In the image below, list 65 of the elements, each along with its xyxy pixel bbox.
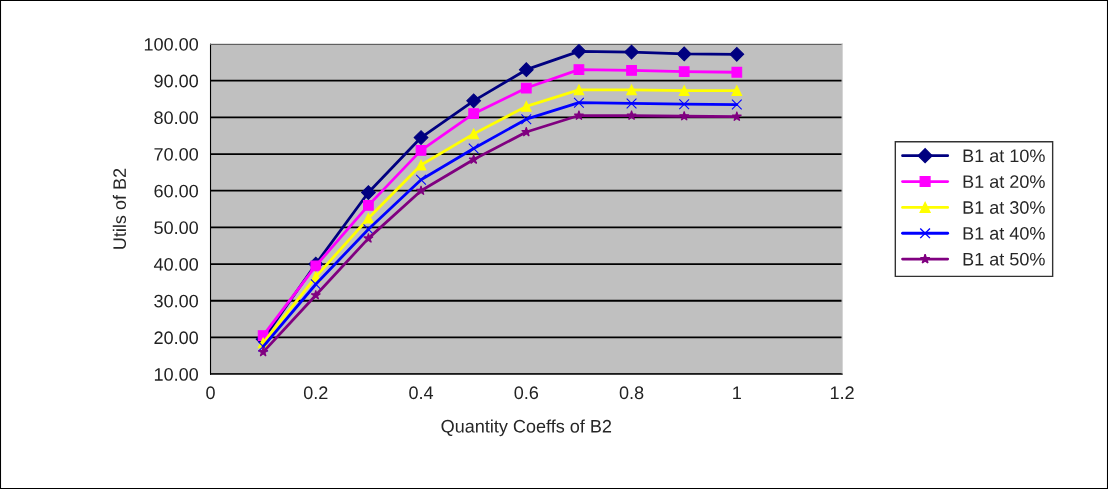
point [468, 143, 480, 154]
point [678, 98, 690, 110]
point [520, 82, 532, 94]
point [518, 62, 534, 78]
y-tick-label: 90.00 [154, 74, 199, 88]
point [520, 113, 532, 125]
point [678, 66, 690, 77]
point [257, 341, 269, 352]
point [413, 130, 429, 145]
point [361, 185, 376, 200]
point [571, 44, 587, 59]
point [258, 346, 269, 357]
point [520, 100, 532, 112]
point [363, 233, 374, 243]
point [363, 212, 374, 224]
point [624, 44, 639, 60]
point [415, 174, 427, 186]
point [626, 65, 637, 76]
y-tick-label: 80.00 [154, 111, 199, 125]
x-tick-label: 0.2 [303, 386, 328, 400]
point [310, 260, 322, 272]
point [468, 108, 480, 120]
point [731, 111, 742, 122]
point [415, 185, 427, 196]
legend-label: B1 at 20% [963, 175, 1045, 189]
legend-label: B1 at 30% [963, 201, 1045, 214]
point [363, 200, 374, 211]
x-tick-label: 0.6 [514, 386, 539, 400]
x-tick-label: 0.4 [409, 386, 434, 400]
y-tick-label: 30.00 [154, 294, 199, 308]
point [626, 84, 637, 96]
point [468, 128, 480, 140]
point [729, 46, 745, 62]
x-tick-label: 1 [733, 386, 741, 399]
point [466, 93, 482, 109]
point [678, 85, 690, 96]
point [573, 64, 585, 76]
point [676, 46, 692, 62]
point [573, 110, 585, 120]
x-axis-title: Quantity Coeffs of B2 [441, 419, 612, 437]
point [415, 144, 427, 156]
y-tick-label: 20.00 [154, 331, 199, 345]
y-tick-label: 40.00 [153, 257, 199, 271]
y-axis-title: Utils of B2 [112, 168, 127, 249]
point [626, 110, 637, 120]
legend-label: B1 at 10% [963, 149, 1045, 163]
point [731, 99, 743, 110]
point [731, 85, 743, 96]
point [626, 98, 637, 109]
point [731, 66, 743, 78]
point [415, 159, 427, 171]
legend-label: B1 at 50% [963, 252, 1045, 266]
y-tick-label: 60.00 [154, 184, 199, 198]
y-tick-label: 50.00 [154, 221, 199, 235]
y-tick-label: 70.00 [154, 147, 199, 161]
x-tick-label: 0.8 [619, 386, 644, 400]
point [573, 84, 585, 96]
y-tick-label: 10.00 [154, 368, 199, 381]
point [573, 97, 585, 109]
point [679, 110, 690, 121]
point [310, 289, 321, 300]
y-tick-label: 100.00 [144, 37, 199, 51]
x-tick-label: 1.2 [830, 386, 854, 399]
x-tick-label: 0 [206, 386, 215, 400]
legend-label: B1 at 40% [963, 226, 1045, 240]
